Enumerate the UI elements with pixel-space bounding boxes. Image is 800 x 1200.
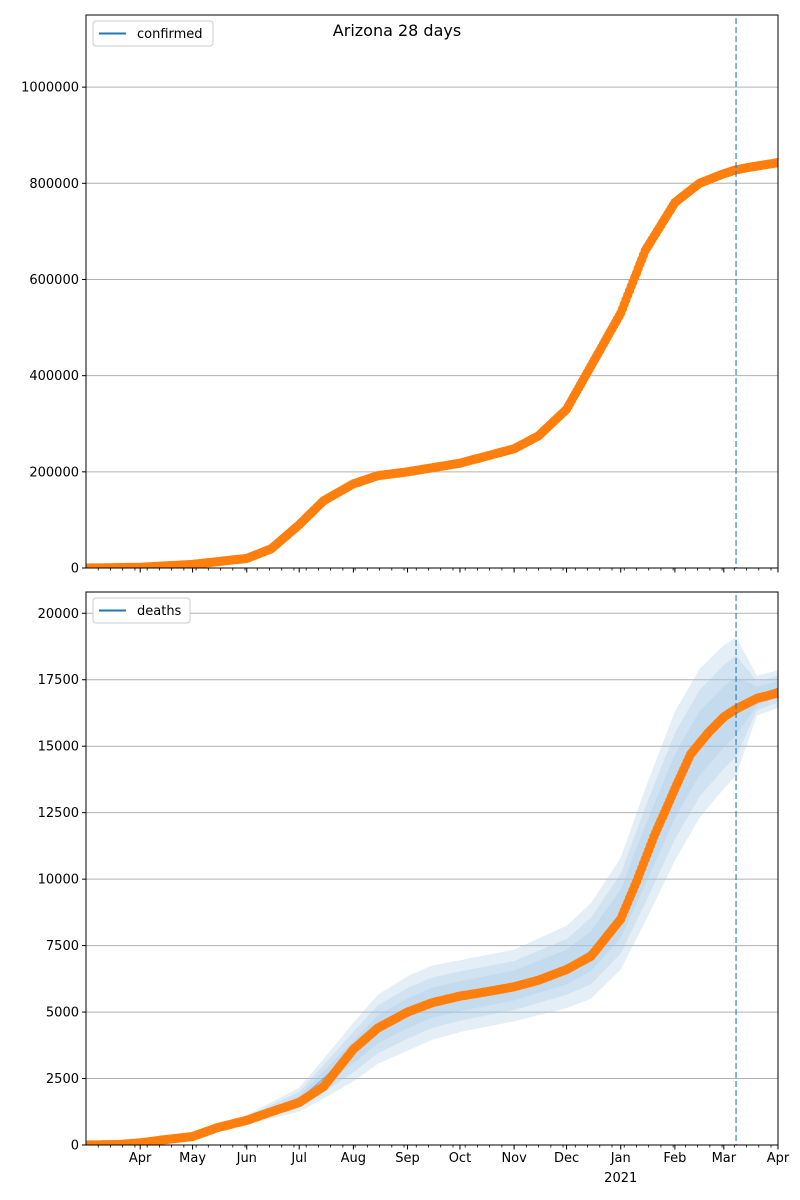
confirmed-legend: confirmed xyxy=(92,20,214,47)
deaths-chart-panel: 0 2500 5000 7500 10000 12500 15000 17500 20000 A… xyxy=(38,591,790,1186)
xtick-label: May xyxy=(179,1151,206,1166)
xtick-label: Oct xyxy=(449,1151,471,1166)
deaths-legend-label: deaths xyxy=(137,604,182,619)
deaths-x-axis: Apr May Jun Jul Aug Sep Oct Nov Dec Jan 2021 Feb Mar… xyxy=(97,1145,790,1186)
confirmed-y-axis: 0 200000 400000 600000 800000 1000000 xyxy=(21,81,86,577)
confirmed-data-marks xyxy=(86,158,778,568)
deaths-ytick-label: 20000 xyxy=(38,607,79,622)
confirmed-ytick-label: 400000 xyxy=(29,369,79,384)
xtick-year-label: 2021 xyxy=(604,1171,637,1186)
deaths-ytick-label: 10000 xyxy=(38,873,79,888)
deaths-ytick-label: 0 xyxy=(71,1139,79,1154)
deaths-ytick-label: 12500 xyxy=(38,806,79,821)
deaths-ytick-label: 15000 xyxy=(38,740,79,755)
xtick-label: Apr xyxy=(129,1151,152,1166)
deaths-y-axis: 0 2500 5000 7500 10000 12500 15000 17500 20000 xyxy=(38,607,86,1154)
deaths-confidence-band xyxy=(86,637,778,1145)
deaths-ytick-label: 5000 xyxy=(46,1006,79,1021)
deaths-ytick-label: 2500 xyxy=(46,1072,79,1087)
confirmed-ytick-label: 800000 xyxy=(29,177,79,192)
confirmed-chart-panel: 0 200000 400000 600000 800000 1000000 confirm… xyxy=(21,14,779,577)
figure-title: Arizona 28 days xyxy=(333,21,461,40)
deaths-legend: deaths xyxy=(92,597,191,624)
confirmed-legend-label: confirmed xyxy=(137,27,203,42)
xtick-label: Nov xyxy=(501,1151,527,1166)
xtick-label: Jan xyxy=(610,1151,631,1166)
xtick-label: Dec xyxy=(554,1151,579,1166)
confirmed-ytick-label: 200000 xyxy=(29,465,79,480)
deaths-confidence-bands xyxy=(86,637,778,1145)
xtick-label: Jun xyxy=(236,1151,257,1166)
confirmed-ytick-label: 0 xyxy=(71,562,79,577)
deaths-confidence-band xyxy=(86,655,778,1145)
xtick-label: Feb xyxy=(663,1151,686,1166)
deaths-ytick-label: 7500 xyxy=(46,939,79,954)
deaths-legend-box xyxy=(92,597,191,624)
confirmed-legend-box xyxy=(92,20,214,47)
deaths-gridlines xyxy=(86,612,778,1080)
xtick-label: Sep xyxy=(395,1151,420,1166)
confirmed-ytick-label: 1000000 xyxy=(21,81,79,96)
deaths-data-marks xyxy=(86,688,778,1145)
xtick-label: Mar xyxy=(712,1151,737,1166)
xtick-label: Apr xyxy=(767,1151,790,1166)
confirmed-plot-frame xyxy=(85,14,779,569)
xtick-label: Aug xyxy=(341,1151,366,1166)
deaths-data-point xyxy=(773,688,778,698)
deaths-confidence-band xyxy=(86,677,778,1145)
confirmed-ytick-label: 600000 xyxy=(29,273,79,288)
confirmed-gridlines xyxy=(86,86,778,473)
deaths-plot-frame xyxy=(85,591,779,1146)
xtick-label: Jul xyxy=(290,1151,307,1166)
confirmed-data-point xyxy=(773,158,778,168)
confirmed-x-axis xyxy=(97,568,779,573)
deaths-ytick-label: 17500 xyxy=(38,673,79,688)
